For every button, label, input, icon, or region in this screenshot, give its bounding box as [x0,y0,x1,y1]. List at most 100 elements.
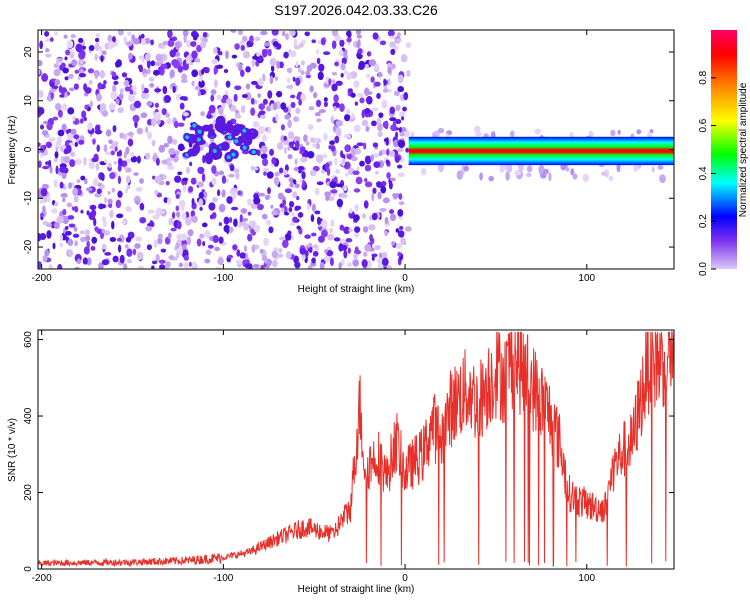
spectrogram-blob [154,61,161,67]
spectrogram-blob [318,109,326,114]
spectrogram-blob [403,91,409,101]
spectrogram-blob [211,58,219,65]
spectrogram-blob [280,207,285,213]
spectrogram-blob [331,71,338,76]
spectrogram-blob [111,187,116,193]
spectrogram-blob [241,105,246,114]
spectrogram-blob [354,232,360,238]
spectrogram-blob [53,157,58,163]
spectrogram-blob [181,211,187,220]
spectrogram-blob [74,266,80,269]
spectrogram-blob [347,88,353,93]
spectrogram-blob [92,138,96,145]
spectrogram-blob [250,202,258,209]
spectrogram-blob [161,108,167,116]
spectrogram-blob [57,109,63,118]
spectrogram-blob [347,247,351,254]
spectrogram-blob [324,248,328,254]
spectrogram-blob [40,212,45,217]
spectrogram-blob [338,243,344,252]
spectrogram-blob [266,105,272,112]
spectrogram-blob [406,69,411,77]
spectrogram-blob [135,236,143,242]
spectrogram-blob [304,31,310,37]
spectrogram-blob [288,130,295,140]
line-halo [499,163,505,173]
spectrogram-blob [316,57,321,65]
spectrogram-blob [117,175,122,185]
spectrogram-blob [45,141,53,149]
spectrogram-blob [400,237,406,246]
spectrogram-blob [394,155,400,163]
spectrogram-blob [230,190,237,200]
spectrogram-blob [315,99,322,108]
spectrogram-blob [103,159,108,164]
y-tick-label: -20 [23,239,34,254]
spectrogram-blob [326,167,331,176]
spectrogram-blob [139,202,145,211]
spectrogram-blob [275,113,279,122]
spectrogram-blob [38,160,42,169]
spectrogram-blob [223,216,230,225]
spectrogram-blob [66,132,74,141]
spectrogram-blob [366,73,371,78]
spectrogram-blob [335,80,343,86]
spectrogram-marks [38,30,674,269]
spectrogram-blob [191,50,198,59]
spectrogram-blob [361,259,368,268]
spectrogram-blob [329,257,334,266]
spectrogram-blob [386,159,390,164]
spectrogram-blob [315,143,321,150]
spectrogram-blob [364,181,373,188]
spectrogram-blob [364,243,372,252]
colorbar-tick-label: 0.0 [698,262,709,276]
spectrogram-blob [71,59,78,67]
spectrogram-blob [88,44,95,52]
line-halo [659,174,666,184]
spectrogram-blob [397,164,403,169]
spectrogram-blob [350,92,356,98]
spectrogram-blob [374,244,382,251]
spectrogram-blob [197,181,204,188]
spectrogram-blob [314,210,321,215]
spectrogram-blob [289,30,296,37]
spectrogram-blob [131,85,137,91]
spectrogram-blob [346,108,351,115]
spectrogram-blob [62,215,70,225]
spectrogram-blob [398,126,402,133]
spectrogram-blob [107,191,111,195]
spectrogram-blob [242,217,248,222]
spectrogram-blob [235,171,240,180]
spectrogram-blob [186,166,190,174]
spectrogram-blob [260,114,266,120]
spectrogram-blob [361,119,369,127]
spectrogram-blob [252,264,260,269]
spectrogram-blob [341,57,347,65]
spectrogram-blob [316,48,320,55]
spectrogram-blob [98,262,104,269]
spectrogram-blob [55,165,59,175]
spectrogram-blob [322,153,328,159]
spectrogram-blob [184,216,192,226]
spectrogram-blob [170,227,177,232]
spectrogram-blob [230,30,237,33]
spectrogram-blob [352,258,360,267]
cluster-core [197,129,202,134]
line-halo [540,172,547,179]
spectrogram-blob [39,199,45,205]
spectrogram-blob [356,34,363,39]
colorbar-gradient [711,30,737,269]
spectrogram-blob [260,145,268,154]
spectrogram-blob [283,211,290,216]
spectrogram-blob [388,209,395,215]
spectrogram-blob [114,146,118,152]
spectrogram-blob [41,183,49,190]
spectrogram-blob [100,54,104,63]
spectrogram-blob [286,67,293,73]
spectrogram-blob [92,178,99,187]
figure-title: S197.2026.042.03.33.C26 [274,2,438,18]
spectrogram-blob [102,219,107,228]
spectrogram-blob [157,237,163,245]
